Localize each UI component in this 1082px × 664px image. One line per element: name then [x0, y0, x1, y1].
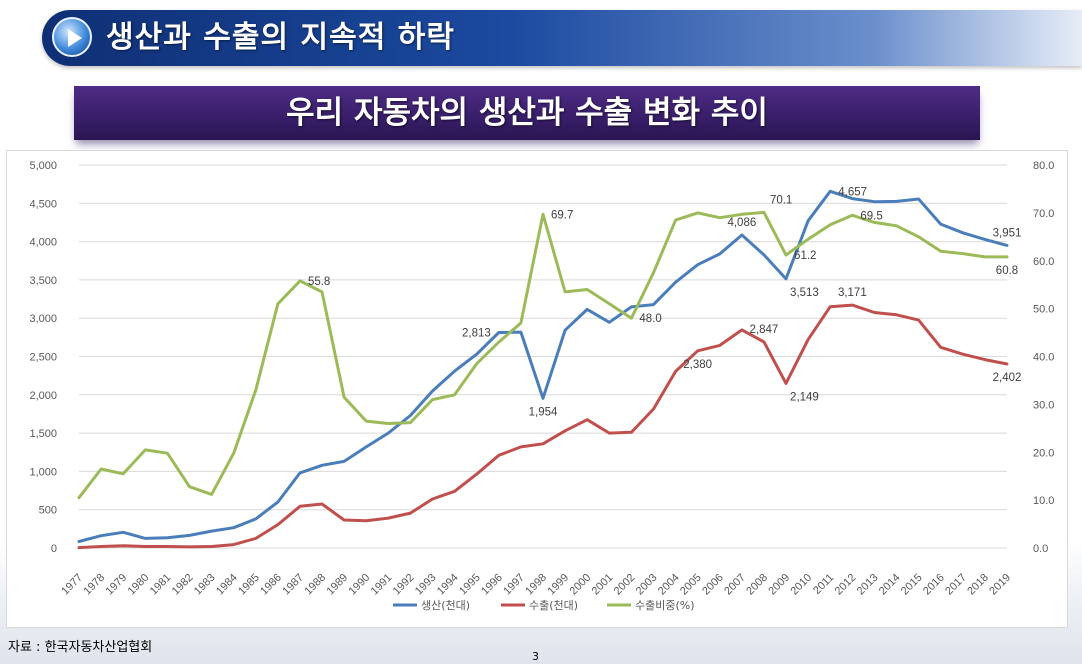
x-tick-label: 2003	[634, 572, 660, 598]
x-tick-label: 2002	[612, 572, 638, 598]
x-tick-label: 2004	[656, 572, 682, 598]
data-label-share: 69.5	[860, 210, 882, 222]
x-tick-label: 2010	[788, 572, 814, 598]
x-tick-label: 1991	[369, 572, 395, 598]
x-tick-label: 1981	[148, 572, 174, 598]
x-tick-label: 1997	[501, 572, 527, 598]
series-line-export	[77, 303, 1009, 550]
x-tick-label: 1979	[104, 572, 130, 598]
x-tick-label: 1978	[81, 572, 107, 598]
data-label-production: 1,954	[529, 406, 558, 418]
x-tick-label: 1977	[59, 572, 85, 598]
x-tick-label: 1980	[126, 572, 152, 598]
x-tick-label: 1988	[302, 572, 328, 598]
y-right-tick-label: 70.0	[1033, 208, 1054, 220]
chart-title-banner	[74, 86, 980, 140]
y-right-tick-label: 0.0	[1033, 543, 1048, 555]
source-note: 자료 : 한국자동차산업협회	[8, 640, 153, 655]
x-tick-label: 2006	[700, 572, 726, 598]
chart-title: 우리 자동차의 생산과 수출 변화 추이	[286, 95, 768, 131]
section-title: 생산과 수출의 지속적 하락	[106, 20, 455, 55]
data-label-production: 3,951	[993, 227, 1022, 239]
x-tick-label: 1994	[435, 572, 461, 598]
series-line-production	[77, 189, 1009, 543]
y-left-tick-label: 500	[39, 505, 57, 517]
data-label-export: 2,380	[683, 359, 712, 371]
legend-label-export: 수출(천대)	[529, 598, 578, 612]
series-line-share	[77, 210, 1009, 500]
data-label-export: 2,847	[750, 324, 779, 336]
y-left-tick-label: 0	[51, 543, 57, 555]
x-tick-label: 2011	[811, 572, 836, 597]
data-label-share: 70.1	[770, 194, 792, 206]
x-tick-label: 1983	[192, 572, 218, 598]
x-tick-label: 2013	[855, 572, 881, 598]
data-label-export: 2,149	[790, 391, 819, 403]
y-right-tick-label: 80.0	[1033, 160, 1054, 172]
data-label-share: 60.8	[996, 265, 1018, 277]
x-tick-label: 1999	[545, 572, 571, 598]
x-tick-label: 1996	[479, 572, 505, 598]
line-chart: 0 500 1,000 1,500 2,000 2,500 3,000 3,500 4,000 4…	[29, 160, 1054, 612]
x-tick-label: 2016	[921, 572, 947, 598]
chart-container: 0 500 1,000 1,500 2,000 2,500 3,000 3,500 4,000 4…	[6, 150, 1068, 628]
y-left-tick-label: 4,000	[29, 237, 57, 249]
y-right-tick-label: 60.0	[1033, 256, 1054, 268]
x-tick-label: 2018	[965, 572, 991, 598]
x-tick-label: 1989	[324, 572, 350, 598]
x-tick-label: 2019	[987, 572, 1013, 598]
x-tick-label: 2008	[744, 572, 770, 598]
y-left-tick-label: 5,000	[29, 160, 57, 172]
y-left-tick-label: 3,000	[29, 313, 57, 325]
y-right-tick-label: 30.0	[1033, 399, 1054, 411]
x-tick-label: 2014	[877, 572, 903, 598]
x-tick-label: 2007	[722, 572, 748, 598]
x-tick-label: 2001	[590, 572, 616, 598]
x-tick-label: 1986	[258, 572, 284, 598]
data-label-export: 3,171	[838, 287, 867, 299]
x-tick-label: 2009	[766, 572, 792, 598]
y-right-tick-label: 40.0	[1033, 352, 1054, 364]
y-left-tick-label: 3,500	[29, 275, 57, 287]
x-tick-label: 2005	[678, 572, 704, 598]
page-number: 3	[532, 650, 539, 663]
x-tick-label: 1998	[523, 572, 549, 598]
x-tick-label: 1993	[413, 572, 439, 598]
x-tick-label: 1982	[170, 572, 196, 598]
data-label-export: 2,402	[993, 372, 1022, 384]
x-tick-label: 1987	[280, 572, 306, 598]
data-label-share: 55.8	[308, 276, 330, 288]
x-tick-label: 2017	[943, 572, 969, 598]
x-tick-label: 1985	[236, 572, 262, 598]
data-label-production: 4,086	[727, 217, 756, 229]
y-right-tick-label: 10.0	[1033, 495, 1054, 507]
data-label-production: 2,813	[462, 328, 491, 340]
x-tick-label: 1984	[214, 572, 240, 598]
x-tick-label: 1990	[347, 572, 373, 598]
legend-label-production: 생산(천대)	[421, 598, 470, 612]
y-left-tick-label: 2,000	[29, 390, 57, 402]
play-bullet-icon	[52, 17, 92, 57]
x-tick-label: 1992	[391, 572, 417, 598]
data-label-production: 3,513	[790, 287, 819, 299]
data-label-production: 4,657	[838, 186, 867, 198]
x-tick-label: 1995	[457, 572, 483, 598]
legend-label-share: 수출비중(%)	[635, 599, 695, 612]
x-tick-label: 2015	[899, 572, 925, 598]
y-right-tick-label: 50.0	[1033, 304, 1054, 316]
x-tick-label: 2012	[833, 572, 859, 598]
section-header-banner	[42, 10, 1082, 66]
x-tick-label: 2000	[568, 572, 594, 598]
y-left-tick-label: 4,500	[29, 198, 57, 210]
y-left-tick-label: 1,000	[29, 466, 57, 478]
data-label-share: 61.2	[794, 250, 816, 262]
data-label-share: 69.7	[551, 209, 573, 221]
y-left-tick-label: 2,500	[29, 352, 57, 364]
y-left-tick-label: 1,500	[29, 428, 57, 440]
data-label-share: 48.0	[639, 313, 661, 325]
y-right-tick-label: 20.0	[1033, 447, 1054, 459]
